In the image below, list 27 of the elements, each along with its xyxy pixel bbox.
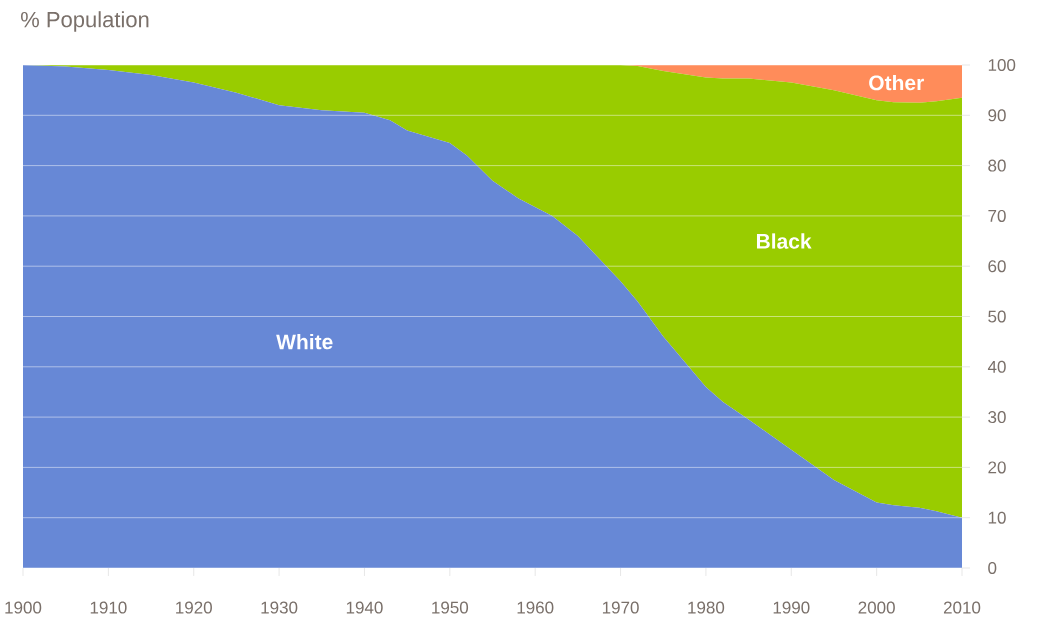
x-tick-label: 1900 bbox=[5, 601, 42, 614]
x-tick-label: 2000 bbox=[858, 601, 895, 614]
series-label: Other bbox=[869, 74, 924, 91]
x-tick-label: 1980 bbox=[688, 601, 725, 614]
x-tick-label: 1990 bbox=[773, 601, 810, 614]
series-label: Black bbox=[756, 233, 812, 249]
y-tick-label: 30 bbox=[988, 411, 1006, 424]
y-tick-label: 60 bbox=[988, 260, 1006, 273]
x-tick-label: 1910 bbox=[90, 601, 127, 614]
x-tick-label: 1920 bbox=[176, 601, 212, 614]
x-tick-label: 1970 bbox=[602, 601, 639, 614]
x-tick-label: 1960 bbox=[517, 601, 554, 614]
y-tick-label: 80 bbox=[988, 159, 1006, 172]
x-tick-label: 1930 bbox=[261, 601, 298, 614]
x-tick-label: 1950 bbox=[432, 601, 469, 614]
x-tick-label: 1940 bbox=[346, 601, 383, 614]
series-label: White bbox=[276, 333, 333, 350]
y-axis-title: % Population bbox=[20, 11, 149, 32]
y-tick-label: 10 bbox=[988, 511, 1006, 524]
y-tick-label: 70 bbox=[988, 209, 1006, 222]
y-tick-label: 90 bbox=[988, 109, 1006, 122]
y-tick-label: 0 bbox=[988, 561, 997, 575]
y-tick-label: 20 bbox=[988, 461, 1006, 474]
y-tick-label: 50 bbox=[988, 310, 1006, 323]
y-tick-label: 40 bbox=[987, 360, 1006, 373]
y-tick-label: 100 bbox=[988, 58, 1016, 72]
x-tick-label: 2010 bbox=[943, 601, 981, 614]
